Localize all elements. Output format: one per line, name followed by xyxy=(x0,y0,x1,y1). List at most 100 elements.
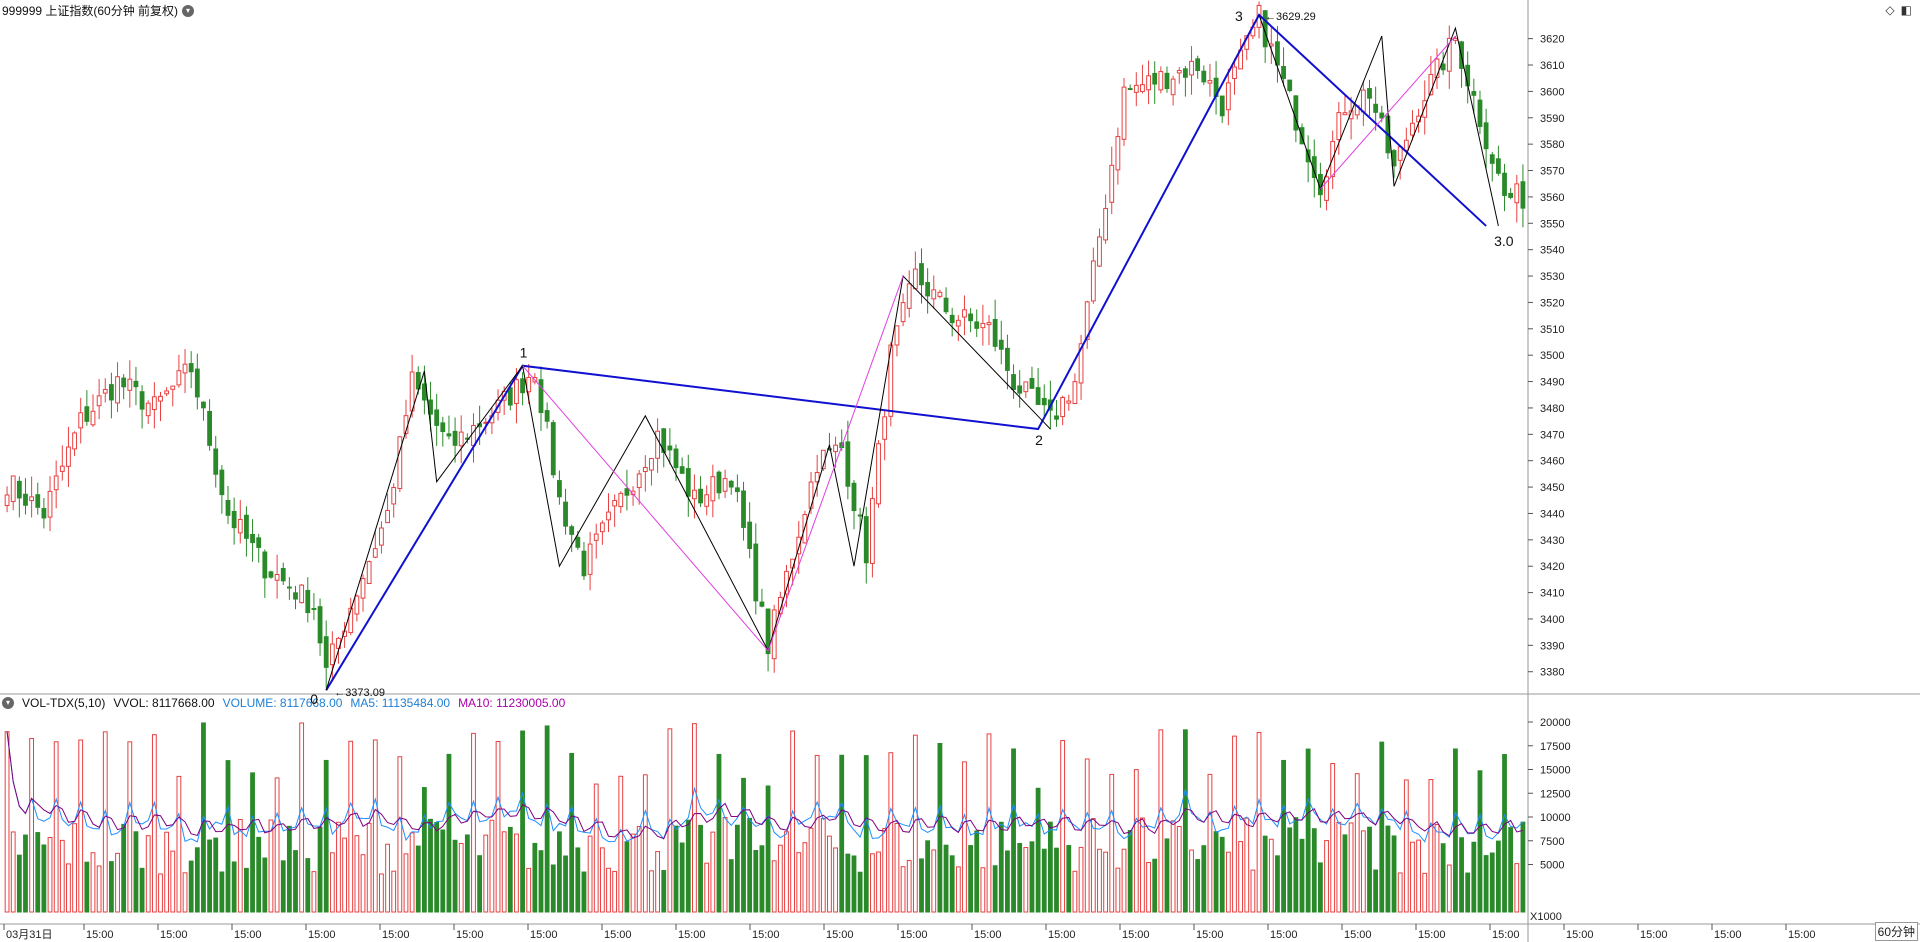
x-tick-label: 15:00 xyxy=(678,929,706,941)
volume-bar xyxy=(121,823,127,913)
volume-bar xyxy=(520,730,525,913)
candle-body xyxy=(1367,88,1372,99)
period-label[interactable]: 60分钟 xyxy=(1874,922,1918,941)
volume-bar xyxy=(869,853,875,913)
volume-bar xyxy=(379,873,384,913)
candle-body xyxy=(544,410,550,422)
volume-bar xyxy=(1250,869,1256,913)
volume-bar xyxy=(851,855,857,913)
candle-body xyxy=(84,406,90,422)
volume-bar xyxy=(489,819,495,913)
diamond-icon[interactable]: ◇ xyxy=(1885,3,1895,17)
candle-body xyxy=(919,263,924,286)
volume-bar xyxy=(538,850,544,913)
volume-bar xyxy=(820,817,826,913)
volume-bar xyxy=(115,852,120,913)
candle-body xyxy=(1379,112,1385,119)
volume-bar xyxy=(1471,841,1477,913)
chevron-down-icon[interactable]: ▾ xyxy=(182,4,195,17)
price-tick-label: 3510 xyxy=(1540,324,1564,336)
x-tick-label: 15:00 xyxy=(160,929,188,941)
candle-body xyxy=(59,465,65,472)
wave-line-sub2 xyxy=(1258,14,1499,227)
candle-body xyxy=(507,387,513,406)
candle-body xyxy=(1017,385,1023,394)
volume-bar xyxy=(1041,848,1047,913)
candle-body xyxy=(661,428,667,453)
candle-body xyxy=(145,402,151,417)
candle-body xyxy=(23,493,28,506)
low-price-label: ←3373.09 xyxy=(334,687,385,699)
candle-body xyxy=(379,527,384,546)
volume-bar xyxy=(1318,862,1323,913)
candle-body xyxy=(876,443,881,505)
candle-body xyxy=(207,410,212,446)
volume-bar xyxy=(458,842,464,913)
volume-bar xyxy=(655,851,661,913)
volume-bar xyxy=(1360,830,1366,913)
volume-bar xyxy=(66,863,71,913)
volume-bar xyxy=(397,756,403,913)
volume-bar xyxy=(102,731,108,913)
volume-bar xyxy=(1152,858,1158,913)
x-tick-label: 15:00 xyxy=(1048,929,1076,941)
candle-body xyxy=(1121,86,1127,140)
x-tick-label: 15:00 xyxy=(530,929,558,941)
volume-bar xyxy=(1060,740,1066,913)
volume-bar xyxy=(1379,741,1385,913)
volume-bar xyxy=(1244,817,1250,913)
volume-bar xyxy=(403,853,409,913)
candle-body xyxy=(1133,84,1139,93)
vol-tick-label: 20000 xyxy=(1540,717,1571,729)
volume-bar xyxy=(194,847,200,913)
volume-bar xyxy=(1182,729,1188,913)
x-tick-label: 15:00 xyxy=(1714,929,1742,941)
volume-bar xyxy=(421,787,427,913)
candle-body xyxy=(796,536,802,555)
candle-body xyxy=(514,379,519,405)
x-tick-label: 15:00 xyxy=(1418,929,1446,941)
candle-body xyxy=(624,488,630,496)
candle-body xyxy=(857,514,863,517)
candle-body xyxy=(133,380,139,388)
candle-body xyxy=(777,596,783,615)
volume-bar xyxy=(1103,851,1109,913)
volume-bar xyxy=(207,839,212,913)
candle-body xyxy=(1182,68,1188,78)
price-tick-label: 3570 xyxy=(1540,166,1564,178)
volume-bar xyxy=(1140,817,1145,913)
panel-toggle-icon[interactable]: ◧ xyxy=(1900,3,1912,17)
candle-body xyxy=(29,496,35,502)
volume-bar xyxy=(532,842,538,913)
vvol-value: VVOL: 8117668.00 xyxy=(113,696,215,710)
chart-header: 999999 上证指数(60分钟 前复权) ▾ xyxy=(2,2,195,19)
candle-body xyxy=(949,314,955,324)
volume-bar xyxy=(802,842,808,913)
candle-body xyxy=(636,473,642,489)
price-tick-label: 3430 xyxy=(1540,535,1564,547)
volume-bar xyxy=(35,832,41,913)
candle-body xyxy=(1336,112,1342,141)
volume-bar xyxy=(53,741,59,913)
volume-bar xyxy=(692,723,697,913)
candle-body xyxy=(1287,79,1293,92)
volume-bar xyxy=(514,833,519,913)
volume-bar xyxy=(575,847,581,913)
volume-bar xyxy=(759,845,765,913)
candle-body xyxy=(1434,58,1440,79)
candle-body xyxy=(464,437,470,440)
volume-bar xyxy=(612,870,618,913)
x-tick-label: 15:00 xyxy=(234,929,262,941)
volume-bar xyxy=(937,742,943,913)
candle-body xyxy=(931,289,937,300)
volume-bar xyxy=(96,865,102,913)
candle-body xyxy=(698,488,703,504)
candle-body xyxy=(606,511,611,521)
volume-bar xyxy=(329,852,335,913)
volume-bar xyxy=(72,823,77,913)
volume-bar xyxy=(1336,821,1342,913)
chevron-down-icon[interactable]: ▾ xyxy=(2,697,14,709)
volume-bar xyxy=(1508,827,1514,913)
volume-bar xyxy=(342,837,348,913)
